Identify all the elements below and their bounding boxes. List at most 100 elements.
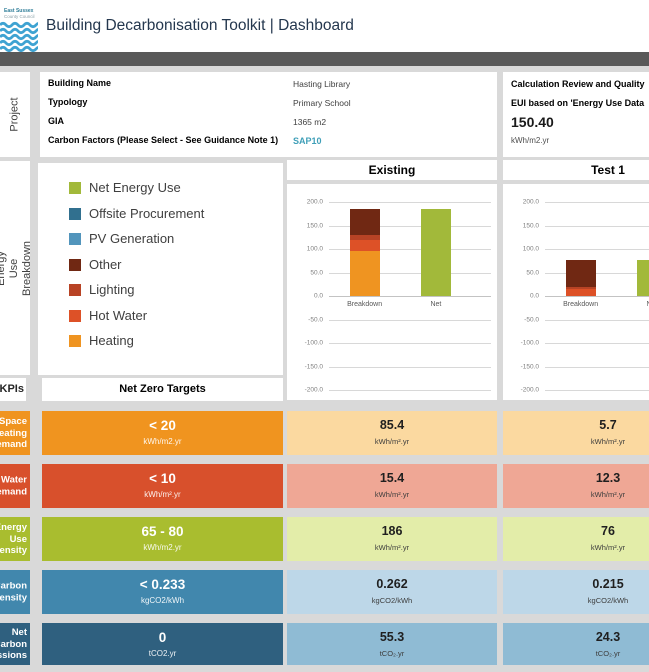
bar-segment-hot-water	[349, 239, 380, 251]
y-axis-tick-label: -200.0	[520, 386, 539, 394]
chart-gridline	[329, 249, 491, 250]
chart-title-existing: Existing	[287, 160, 497, 180]
legend-swatch-icon	[69, 233, 81, 245]
kpi-existing-cell: 186 kWh/m².yr	[287, 517, 497, 561]
kpi-target-cell: < 10 kWh/m².yr	[42, 464, 283, 508]
chart-gridline	[329, 343, 491, 344]
kpi-test1-cell: 12.3 kWh/m².yr	[503, 464, 649, 508]
legend-label: Heating	[89, 333, 134, 348]
chart-gridline	[545, 366, 649, 368]
chart-gridline	[545, 249, 649, 250]
legend-label: Other	[89, 256, 122, 272]
kpi-test1-cell: 24.3 tCO₂.yr	[503, 623, 649, 665]
y-axis-tick-label: -50.0	[308, 316, 323, 323]
y-axis-tick-label: -150.0	[520, 363, 539, 370]
chart-gridline	[545, 225, 649, 227]
kpi-target-cell: 65 - 80 kWh/m2.yr	[42, 517, 283, 561]
kpi-target-value: 0	[158, 630, 167, 645]
legend-item: Hot Water	[38, 308, 283, 324]
sidebar-project-label: Project	[8, 97, 21, 132]
kpi-target-unit: kgCO2/kWh	[140, 596, 185, 605]
bar-segment-net-energy-use	[420, 208, 451, 296]
kpi-target-cell: < 0.233 kgCO2/kWh	[42, 570, 283, 614]
kpi-test1-unit: kWh/m².yr	[590, 543, 626, 552]
eui-unit: kWh/m2.yr	[511, 136, 550, 145]
kpi-test1-unit: tCO₂.yr	[595, 649, 621, 658]
legend-swatch-icon	[69, 207, 81, 220]
bar-segment-heating	[349, 250, 380, 296]
kpi-row-label-text: Hot Water Demand	[0, 474, 27, 498]
kpi-test1-unit: kWh/m².yr	[590, 437, 626, 446]
project-info-row: Building Name Hasting Library	[40, 78, 497, 93]
logo-text-line2: County Council	[4, 14, 35, 19]
kpi-row-label-text: Space Heating Demand	[0, 415, 27, 450]
legend-swatch-icon	[69, 335, 81, 347]
chart-gridline	[329, 366, 491, 368]
kpi-test1-value: 24.3	[595, 630, 621, 644]
kpi-row-label-text: Net Carbon Emissions	[0, 626, 27, 661]
carbon-factor-select[interactable]: SAP10	[293, 136, 322, 146]
sidebar-section-energy-use-breakdown: Energy Use Breakdown	[0, 161, 30, 375]
kpi-existing-unit: kWh/m².yr	[374, 437, 410, 446]
kpi-existing-value: 186	[381, 524, 403, 538]
legend-swatch-icon	[69, 258, 81, 271]
chart-gridline	[545, 343, 649, 344]
kpi-existing-cell: 15.4 kWh/m².yr	[287, 464, 497, 508]
kpi-existing-value: 0.262	[376, 577, 408, 591]
project-info-row: GIA 1365 m2	[40, 116, 497, 131]
chart-gridline	[329, 225, 491, 227]
calc-review-title: Calculation Review and Quality	[511, 79, 645, 89]
project-info-row: Typology Primary School	[40, 97, 497, 112]
y-axis-tick-label: 150.0	[306, 222, 323, 229]
legend-swatch-icon	[69, 284, 81, 296]
chart-gridline	[545, 319, 649, 321]
kpi-row-label-text: Carbon Intensity	[0, 580, 27, 604]
legend-item: PV Generation	[38, 231, 283, 247]
y-axis-tick-label: 200.0	[306, 198, 323, 206]
bar-segment-other	[565, 260, 596, 288]
kpi-test1-value: 5.7	[599, 418, 617, 432]
bar-segment-net-energy-use	[636, 260, 649, 296]
kpi-existing-value: 55.3	[379, 630, 405, 644]
bar-segment-other	[349, 208, 380, 235]
project-info-value: Hasting Library	[293, 79, 351, 89]
bar-segment-hot-water	[565, 289, 596, 296]
x-axis-category-label: Net	[646, 301, 649, 308]
y-axis-tick-label: -200.0	[304, 386, 323, 394]
kpi-existing-cell: 85.4 kWh/m².yr	[287, 411, 497, 455]
legend-label: Offsite Procurement	[89, 205, 205, 221]
kpi-existing-unit: kWh/m².yr	[374, 543, 410, 552]
kpi-test1-value: 0.215	[592, 577, 624, 591]
project-info-label: GIA	[48, 116, 65, 126]
x-axis-category-label: Net	[430, 301, 442, 308]
y-axis-tick-label: 0.0	[313, 292, 323, 300]
project-info-panel: Building Name Hasting Library Typology Prim…	[40, 72, 497, 157]
kpi-target-unit: kWh/m².yr	[144, 490, 181, 499]
bar-segment-lighting	[565, 287, 596, 290]
y-axis-tick-label: 0.0	[529, 292, 539, 300]
sidebar-kpis-label: KPIs	[0, 383, 24, 395]
kpi-existing-cell: 55.3 tCO₂.yr	[287, 623, 497, 665]
legend-swatch-icon	[69, 309, 81, 322]
kpi-row-label: Space Heating Demand	[0, 411, 30, 455]
kpi-test1-value: 76	[601, 524, 615, 538]
chart-gridline	[545, 296, 649, 297]
project-info-row: Carbon Factors (Please Select - See Guid…	[40, 135, 497, 150]
kpi-row-label: Net Carbon Emissions	[0, 623, 30, 665]
kpi-row-label: Hot Water Demand	[0, 464, 30, 508]
eui-basis-label: EUI based on 'Energy Use Data	[511, 98, 645, 108]
kpi-test1-cell: 5.7 kWh/m².yr	[503, 411, 649, 455]
kpi-target-value: < 20	[149, 418, 176, 433]
y-axis-tick-label: 50.0	[526, 269, 539, 276]
project-info-label: Carbon Factors (Please Select - See Guid…	[48, 135, 279, 145]
legend-item: Net Energy Use	[38, 180, 283, 196]
chart-gridline	[329, 319, 491, 321]
kpi-target-unit: kWh/m2.yr	[143, 543, 182, 552]
chart-gridline	[545, 390, 649, 391]
x-axis-category-label: Breakdown	[563, 301, 599, 308]
sidebar-section-project: Project	[0, 72, 30, 157]
chart-title-test1: Test 1	[503, 160, 649, 180]
kpi-existing-unit: tCO₂.yr	[379, 649, 405, 658]
kpi-existing-value: 85.4	[379, 418, 405, 432]
chart-gridline	[329, 272, 491, 274]
